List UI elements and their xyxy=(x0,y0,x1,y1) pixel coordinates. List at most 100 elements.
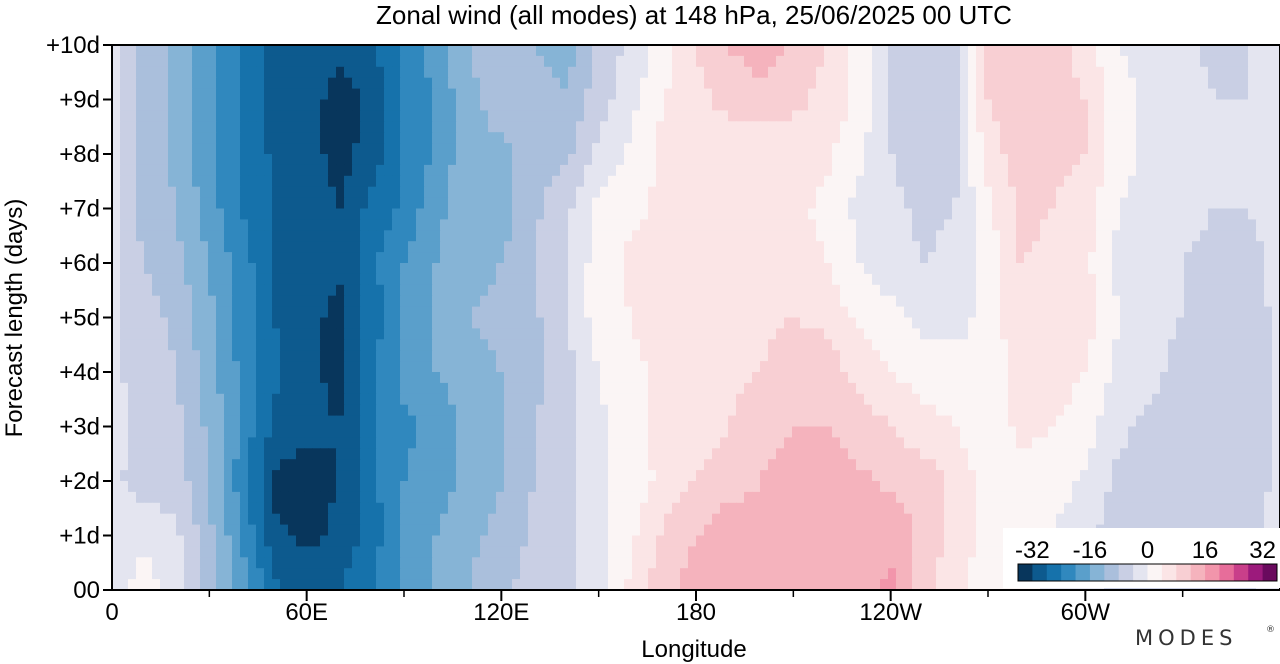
heatmap-cell xyxy=(680,121,689,133)
heatmap-cell xyxy=(1048,372,1057,384)
heatmap-cell xyxy=(1168,393,1177,406)
heatmap-cell xyxy=(736,197,745,210)
heatmap-cell xyxy=(712,339,721,351)
heatmap-cell xyxy=(976,372,985,384)
heatmap-cell xyxy=(1000,241,1009,253)
heatmap-cell xyxy=(304,284,313,297)
heatmap-cell xyxy=(576,164,585,177)
heatmap-cell xyxy=(752,230,761,242)
heatmap-cell xyxy=(912,88,921,101)
heatmap-cell xyxy=(1160,121,1169,133)
heatmap-cell xyxy=(512,132,521,144)
heatmap-cell xyxy=(1088,404,1097,417)
heatmap-cell xyxy=(1216,77,1225,90)
heatmap-cell xyxy=(976,252,985,264)
heatmap-cell xyxy=(1032,306,1041,319)
heatmap-cell xyxy=(1272,110,1280,122)
heatmap-cell xyxy=(200,77,209,90)
heatmap-cell xyxy=(1176,252,1185,264)
heatmap-cell xyxy=(280,88,289,101)
heatmap-cell xyxy=(256,164,265,177)
heatmap-cell xyxy=(440,121,449,133)
heatmap-cell xyxy=(1008,88,1017,101)
heatmap-cell xyxy=(856,175,865,188)
heatmap-cell xyxy=(888,121,897,133)
heatmap-cell xyxy=(408,317,417,329)
heatmap-cell xyxy=(608,99,617,111)
heatmap-cell xyxy=(904,306,913,319)
heatmap-cell xyxy=(784,263,793,275)
heatmap-cell xyxy=(1032,393,1041,406)
heatmap-cell xyxy=(392,230,401,242)
heatmap-cell xyxy=(968,382,977,395)
heatmap-cell xyxy=(136,252,145,264)
heatmap-cell xyxy=(232,350,241,362)
heatmap-cell xyxy=(1040,230,1049,242)
heatmap-cell xyxy=(1064,317,1073,329)
heatmap-cell xyxy=(720,208,729,220)
heatmap-cell xyxy=(1136,219,1145,231)
heatmap-cell xyxy=(256,252,265,264)
heatmap-cell xyxy=(704,230,713,242)
heatmap-cell xyxy=(1176,55,1185,68)
heatmap-cell xyxy=(992,77,1001,90)
heatmap-cell xyxy=(344,99,353,111)
heatmap-cell xyxy=(896,164,905,177)
heatmap-cell xyxy=(264,132,273,144)
heatmap-cell xyxy=(160,186,169,199)
heatmap-cell xyxy=(696,252,705,264)
heatmap-cell xyxy=(1048,208,1057,220)
heatmap-cell xyxy=(448,197,457,210)
heatmap-cell xyxy=(1000,263,1009,275)
heatmap-cell xyxy=(1048,361,1057,373)
heatmap-cell xyxy=(360,328,369,340)
heatmap-cell xyxy=(680,66,689,79)
heatmap-cell xyxy=(816,284,825,297)
heatmap-cell xyxy=(952,55,961,68)
heatmap-cell xyxy=(928,66,937,79)
heatmap-cell xyxy=(912,339,921,351)
heatmap-cell xyxy=(320,252,329,264)
heatmap-cell xyxy=(944,99,953,111)
heatmap-cell xyxy=(784,317,793,329)
heatmap-cell xyxy=(760,186,769,199)
heatmap-cell xyxy=(368,273,377,286)
heatmap-cell xyxy=(1112,66,1121,79)
heatmap-cell xyxy=(800,143,809,155)
heatmap-cell xyxy=(944,55,953,68)
heatmap-cell xyxy=(528,273,537,286)
heatmap-cell xyxy=(1200,164,1209,177)
heatmap-cell xyxy=(176,404,185,417)
heatmap-cell xyxy=(520,45,529,57)
heatmap-cell xyxy=(360,372,369,384)
heatmap-cell xyxy=(904,263,913,275)
heatmap-cell xyxy=(696,404,705,417)
heatmap-cell xyxy=(808,252,817,264)
heatmap-cell xyxy=(696,143,705,155)
heatmap-cell xyxy=(120,393,129,406)
heatmap-cell xyxy=(632,382,641,395)
heatmap-cell xyxy=(1064,154,1073,166)
heatmap-cell xyxy=(280,328,289,340)
heatmap-cell xyxy=(248,372,257,384)
heatmap-cell xyxy=(808,186,817,199)
heatmap-cell xyxy=(832,241,841,253)
heatmap-cell xyxy=(568,197,577,210)
heatmap-cell xyxy=(816,88,825,101)
heatmap-cell xyxy=(1120,132,1129,144)
heatmap-cell xyxy=(840,45,849,57)
heatmap-cell xyxy=(1096,99,1105,111)
heatmap-cell xyxy=(1192,88,1201,101)
heatmap-cell xyxy=(440,241,449,253)
heatmap-cell xyxy=(1088,350,1097,362)
heatmap-cell xyxy=(664,404,673,417)
heatmap-cell xyxy=(552,284,561,297)
heatmap-cell xyxy=(248,404,257,417)
heatmap-cell xyxy=(704,88,713,101)
heatmap-cell xyxy=(1000,121,1009,133)
heatmap-cell xyxy=(888,219,897,231)
heatmap-cell xyxy=(816,66,825,79)
heatmap-cell xyxy=(304,143,313,155)
heatmap-cell xyxy=(1096,132,1105,144)
heatmap-cell xyxy=(312,328,321,340)
